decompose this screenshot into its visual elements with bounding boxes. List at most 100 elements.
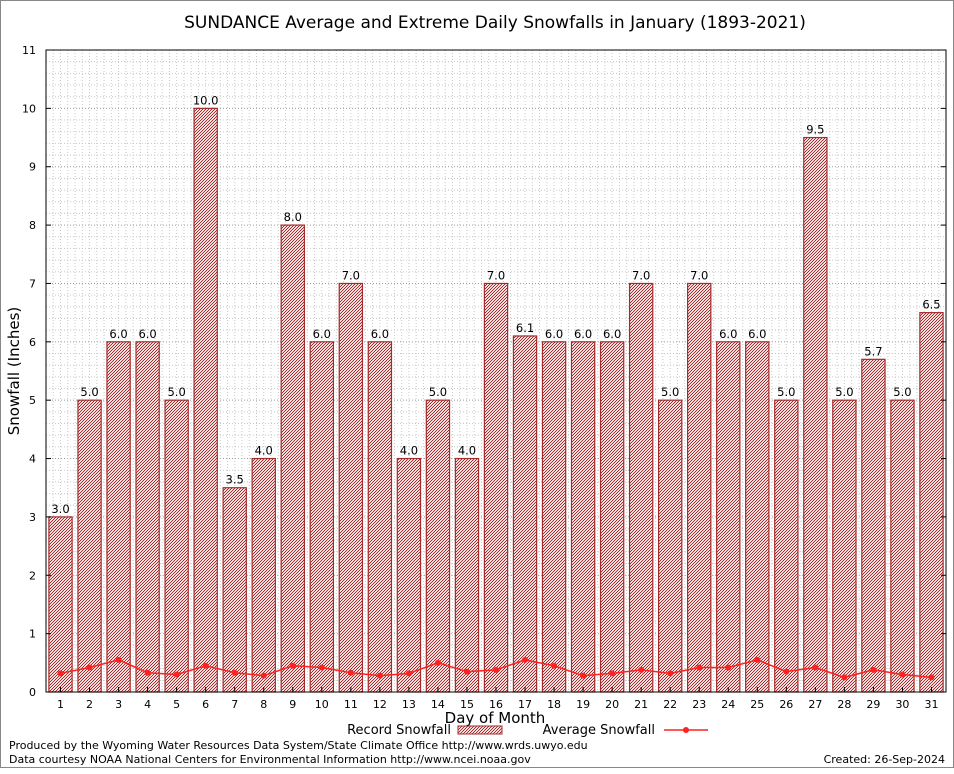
- x-tick-label: 20: [605, 698, 619, 711]
- record-bar-day-11: [338, 282, 364, 693]
- record-bar-day-20: [599, 341, 625, 693]
- record-bar-day-16: [483, 282, 509, 693]
- y-tick-label: 1: [29, 628, 36, 641]
- average-point-day-24: [725, 664, 732, 671]
- y-axis-label: Snowfall (Inches): [5, 307, 23, 435]
- legend-record-swatch: [457, 725, 503, 735]
- record-bar-day-17: [512, 335, 538, 693]
- bar-value-label: 5.0: [429, 385, 447, 399]
- record-bar-day-5: [164, 399, 189, 693]
- chart-title: SUNDANCE Average and Extreme Daily Snowf…: [184, 13, 806, 33]
- legend-record-label: Record Snowfall: [347, 723, 451, 738]
- bar-value-label: 3.5: [226, 473, 244, 487]
- bar-value-label: 5.0: [777, 385, 795, 399]
- x-tick-label: 2: [86, 698, 93, 711]
- bar-value-label: 8.0: [284, 210, 302, 224]
- bar-value-label: 6.5: [922, 298, 940, 312]
- record-bar-day-31: [919, 312, 944, 693]
- record-bar-day-19: [570, 341, 596, 693]
- bar-value-label: 5.0: [80, 385, 98, 399]
- y-tick-label: 6: [29, 336, 36, 349]
- x-tick-label: 25: [750, 698, 764, 711]
- x-axis-label: Day of Month: [445, 709, 546, 727]
- average-point-day-5: [173, 671, 180, 678]
- bar-value-label: 4.0: [458, 444, 476, 458]
- bar-value-label: 7.0: [487, 268, 505, 282]
- record-bar-day-15: [454, 457, 480, 693]
- bar-value-label: 6.0: [138, 327, 156, 341]
- x-tick-label: 11: [344, 698, 358, 711]
- record-bar-day-10: [309, 341, 335, 693]
- average-point-day-15: [463, 668, 470, 675]
- average-point-day-20: [609, 670, 616, 677]
- average-point-day-17: [522, 656, 529, 663]
- y-tick-label: 3: [29, 511, 36, 524]
- x-tick-label: 19: [576, 698, 590, 711]
- record-bar-day-13: [396, 457, 422, 693]
- average-point-day-26: [783, 668, 790, 675]
- record-bar-day-3: [106, 341, 131, 693]
- average-point-day-31: [928, 674, 935, 681]
- record-bar-day-22: [657, 399, 683, 693]
- bar-value-label: 6.1: [516, 321, 534, 335]
- y-tick-label: 11: [22, 44, 36, 57]
- legend-average-label: Average Snowfall: [543, 723, 655, 738]
- average-point-day-25: [754, 656, 761, 663]
- legend: Record Snowfall Average Snowfall: [347, 723, 708, 738]
- legend-average-marker: [683, 727, 689, 733]
- x-tick-label: 14: [431, 698, 445, 711]
- record-bar-day-26: [774, 399, 799, 693]
- y-tick-label: 5: [29, 394, 36, 407]
- created-date: Created: 26-Sep-2024: [823, 753, 945, 766]
- y-tick-label: 0: [29, 686, 36, 699]
- x-tick-label: 21: [634, 698, 648, 711]
- average-point-day-16: [493, 666, 499, 673]
- record-bar-day-4: [135, 341, 160, 693]
- x-tick-label: 7: [231, 698, 238, 711]
- average-point-day-22: [667, 670, 674, 677]
- average-point-day-18: [551, 662, 558, 669]
- record-bar-day-28: [832, 399, 857, 693]
- credit-produced-by: Produced by the Wyoming Water Resources …: [9, 739, 588, 752]
- x-tick-label: 13: [402, 698, 416, 711]
- bar-value-label: 6.0: [719, 327, 737, 341]
- y-tick-label: 10: [22, 102, 36, 115]
- average-point-day-28: [841, 674, 848, 681]
- x-tick-label: 16: [489, 698, 503, 711]
- y-tick-label: 8: [29, 219, 36, 232]
- bar-value-label: 3.0: [51, 502, 69, 516]
- y-tick-label: 4: [29, 453, 36, 466]
- average-point-day-4: [144, 669, 151, 676]
- average-snowfall-line: [57, 656, 935, 681]
- record-bar-day-23: [687, 282, 712, 693]
- bar-value-label: 10.0: [193, 93, 219, 107]
- x-tick-label: 30: [895, 698, 909, 711]
- bar-value-label: 4.0: [255, 444, 273, 458]
- bar-value-label: 7.0: [342, 268, 360, 282]
- bar-value-label: 6.0: [574, 327, 592, 341]
- average-point-day-6: [202, 662, 209, 669]
- average-point-day-7: [231, 669, 238, 676]
- x-tick-label: 10: [315, 698, 329, 711]
- bar-value-label: 6.0: [313, 327, 331, 341]
- y-tick-label: 9: [29, 161, 36, 174]
- bar-value-label: 5.0: [661, 385, 679, 399]
- record-bar-day-12: [367, 341, 393, 693]
- bar-value-label: 6.0: [545, 327, 563, 341]
- x-tick-label: 28: [837, 698, 851, 711]
- x-tick-label: 31: [924, 698, 938, 711]
- record-bar-day-9: [280, 224, 305, 693]
- average-point-day-19: [580, 672, 587, 679]
- x-tick-label: 3: [115, 698, 122, 711]
- x-tick-label: 22: [663, 698, 677, 711]
- record-bar-day-24: [716, 341, 741, 693]
- average-point-day-14: [434, 659, 441, 666]
- y-tick-label: 2: [29, 569, 36, 582]
- credit-data-courtesy: Data courtesy NOAA National Centers for …: [9, 753, 531, 766]
- average-point-day-10: [318, 664, 325, 671]
- record-bar-day-27: [803, 136, 828, 693]
- x-tick-label: 15: [460, 698, 474, 711]
- x-tick-label: 27: [808, 698, 822, 711]
- bar-value-label: 5.7: [864, 344, 882, 358]
- bar-value-label: 6.0: [371, 327, 389, 341]
